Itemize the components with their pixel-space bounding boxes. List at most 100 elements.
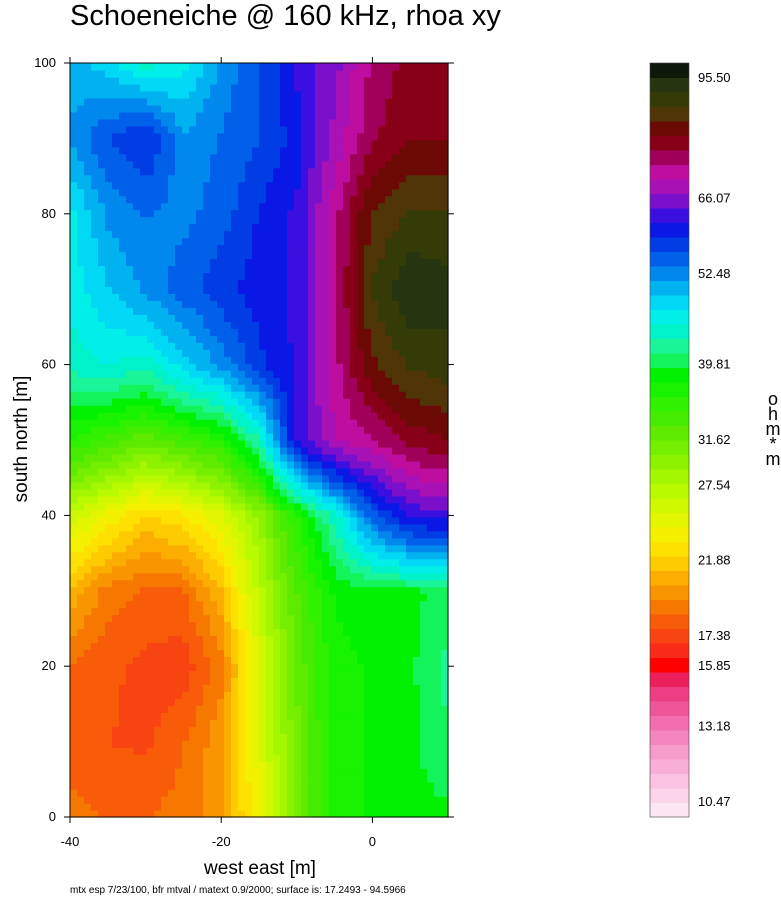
heatmap-cell <box>147 782 155 790</box>
heatmap-cell <box>231 223 239 232</box>
heatmap-cell <box>385 265 393 274</box>
heatmap-cell <box>266 579 274 588</box>
heatmap-cell <box>231 391 239 399</box>
heatmap-cell <box>287 419 295 427</box>
heatmap-cell <box>224 593 232 602</box>
heatmap-cell <box>364 460 372 469</box>
heatmap-cell <box>315 391 323 399</box>
heatmap-cell <box>364 467 372 476</box>
heatmap-cell <box>406 656 414 665</box>
heatmap-cell <box>413 670 421 678</box>
heatmap-cell <box>189 370 197 378</box>
heatmap-cell <box>140 342 148 350</box>
heatmap-cell <box>84 614 92 623</box>
heatmap-cell <box>420 209 428 218</box>
heatmap-cell <box>245 502 253 511</box>
heatmap-cell <box>399 433 407 441</box>
heatmap-cell <box>371 502 379 511</box>
heatmap-cell <box>252 251 260 260</box>
heatmap-cell <box>329 796 337 804</box>
heatmap-cell <box>105 342 113 350</box>
heatmap-cell <box>189 412 197 420</box>
heatmap-cell <box>322 453 330 462</box>
heatmap-cell <box>168 335 176 343</box>
heatmap-cell <box>329 202 337 211</box>
heatmap-cell <box>399 188 407 197</box>
heatmap-cell <box>140 768 148 776</box>
heatmap-cell <box>217 293 225 301</box>
heatmap-cell <box>427 405 435 413</box>
heatmap-cell <box>91 342 99 350</box>
heatmap-cell <box>140 356 148 364</box>
heatmap-cell <box>189 684 197 692</box>
heatmap-cell <box>105 335 113 343</box>
heatmap-cell <box>126 670 134 678</box>
heatmap-cell <box>84 775 92 783</box>
heatmap-cell <box>147 628 155 637</box>
heatmap-cell <box>133 502 141 511</box>
heatmap-cell <box>329 258 337 267</box>
heatmap-cell <box>245 586 253 595</box>
heatmap-cell <box>161 684 169 692</box>
heatmap-cell <box>294 307 302 315</box>
heatmap-cell <box>231 453 239 462</box>
heatmap-cell <box>392 544 400 553</box>
heatmap-cell <box>322 747 330 755</box>
heatmap-cell <box>238 181 246 190</box>
heatmap-cell <box>280 174 288 183</box>
heatmap-cell <box>98 328 106 336</box>
heatmap-cell <box>280 328 288 336</box>
heatmap-cell <box>126 600 134 609</box>
heatmap-cell <box>259 705 267 713</box>
heatmap-cell <box>399 181 407 190</box>
heatmap-cell <box>168 607 176 616</box>
heatmap-cell <box>287 726 295 734</box>
heatmap-cell <box>91 544 99 553</box>
heatmap-cell <box>336 628 344 637</box>
heatmap-cell <box>322 754 330 762</box>
heatmap-cell <box>245 747 253 755</box>
heatmap-cell <box>154 467 162 476</box>
heatmap-cell <box>287 391 295 399</box>
heatmap-cell <box>434 377 442 385</box>
heatmap-cell <box>133 572 141 581</box>
heatmap-cell <box>259 202 267 211</box>
heatmap-cell <box>182 328 190 336</box>
heatmap-cell <box>343 453 351 462</box>
heatmap-cell <box>357 677 365 685</box>
heatmap-cell <box>217 419 225 427</box>
heatmap-cell <box>266 740 274 748</box>
heatmap-cell <box>399 412 407 420</box>
heatmap-cell <box>392 733 400 741</box>
heatmap-cell <box>70 516 78 525</box>
heatmap-cell <box>427 754 435 762</box>
heatmap-cell <box>364 342 372 350</box>
heatmap-cell <box>406 426 414 434</box>
heatmap-cell <box>441 628 449 637</box>
heatmap-cell <box>217 537 225 546</box>
heatmap-cell <box>210 398 218 406</box>
heatmap-cell <box>378 272 386 281</box>
heatmap-cell <box>203 244 211 253</box>
heatmap-cell <box>399 642 407 651</box>
heatmap-cell <box>350 174 358 183</box>
heatmap-cell <box>98 181 106 190</box>
heatmap-cell <box>217 530 225 539</box>
heatmap-cell <box>385 565 393 574</box>
heatmap-cell <box>91 460 99 469</box>
heatmap-cell <box>98 293 106 301</box>
heatmap-cell <box>427 656 435 665</box>
heatmap-cell <box>154 614 162 623</box>
heatmap-cell <box>357 495 365 504</box>
heatmap-cell <box>343 502 351 511</box>
heatmap-cell <box>147 209 155 218</box>
heatmap-cell <box>217 314 225 322</box>
heatmap-cell <box>98 174 106 183</box>
heatmap-cell <box>364 677 372 685</box>
heatmap-cell <box>287 230 295 239</box>
heatmap-cell <box>308 488 316 497</box>
heatmap-cell <box>357 537 365 546</box>
heatmap-cell <box>182 181 190 190</box>
heatmap-cell <box>210 537 218 546</box>
heatmap-cell <box>378 537 386 546</box>
